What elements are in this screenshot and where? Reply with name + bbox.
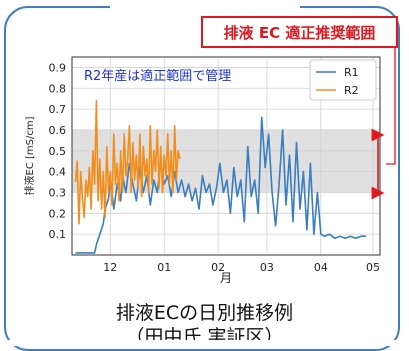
legend-label-r1: R1 [344, 66, 359, 79]
x-tick-label: 04 [314, 261, 328, 274]
x-axis-label: 月 [220, 271, 232, 285]
y-tick-label: 0.8 [49, 82, 67, 95]
legend-label-r2: R2 [344, 84, 359, 97]
y-tick-label: 0.9 [49, 61, 67, 74]
frame-gap [110, 0, 300, 10]
x-tick-label: 12 [103, 261, 117, 274]
x-tick-label: 03 [260, 261, 274, 274]
series-line-r2 [74, 100, 181, 225]
bottom-cover [0, 340, 409, 346]
y-tick-label: 0.5 [49, 145, 67, 158]
caption-title: 排液ECの日別推移例 [115, 302, 294, 324]
recommended-range-callout: 排液 EC 適正推奨範囲 [201, 16, 398, 48]
y-tick-label: 0.2 [49, 207, 67, 220]
y-tick-label: 0.6 [49, 124, 67, 137]
x-tick-label: 02 [211, 261, 225, 274]
y-tick-label: 0.4 [49, 166, 67, 179]
x-tick-label: 01 [157, 261, 171, 274]
x-tick-label: 05 [366, 261, 380, 274]
legend: R1 R2 [309, 59, 377, 101]
chart-annotation: R2年産は適正範囲で管理 [84, 68, 231, 84]
y-tick-label: 0.3 [49, 186, 67, 199]
y-tick-label: 0.7 [49, 103, 67, 116]
legend-box [309, 59, 377, 101]
callout-connector [386, 48, 396, 165]
y-axis-label: 排液EC [mS/cm] [23, 116, 36, 195]
y-tick-label: 0.1 [49, 228, 67, 241]
